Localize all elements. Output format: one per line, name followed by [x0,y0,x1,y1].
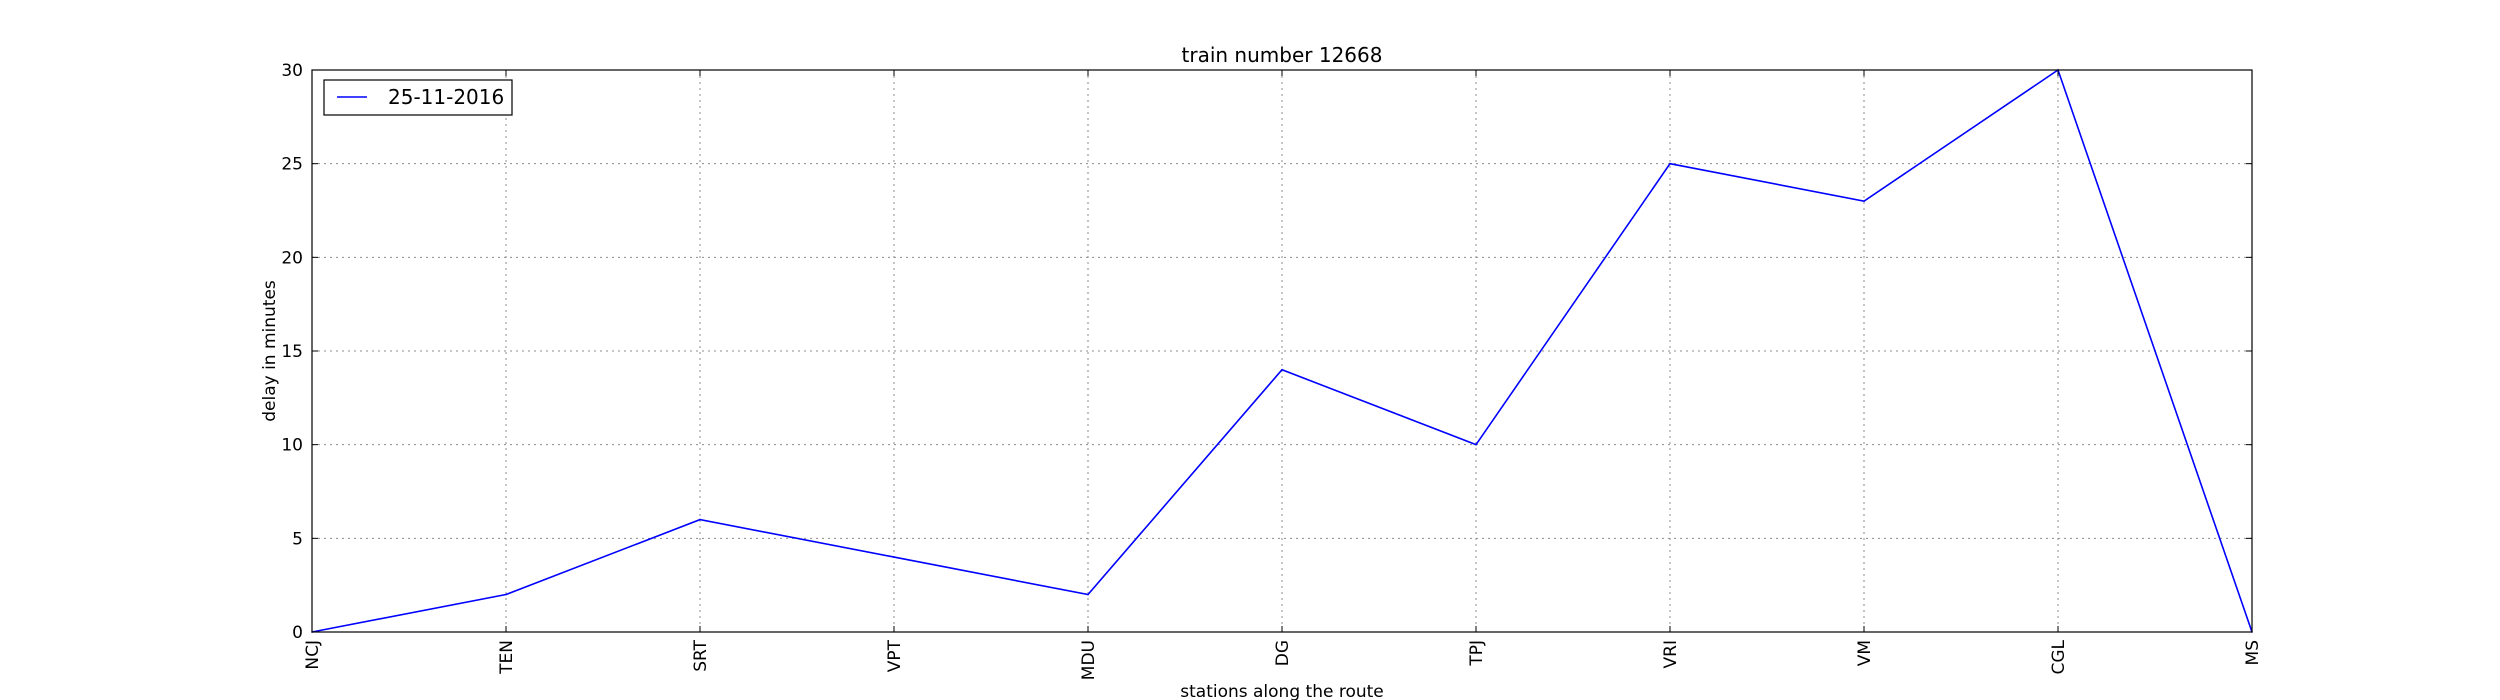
x-axis-ticks: NCJ TEN SRT VPT MDU DG TPJ VRI VM CGL MS [303,70,2263,680]
y-tick-label: 25 [281,155,303,175]
series-layer [311,68,2253,633]
y-axis-label: delay in minutes [260,280,280,422]
y-tick-label: 20 [281,248,303,268]
x-tick-label: DG [1273,640,1293,666]
y-tick-label: 5 [292,529,303,549]
x-tick-label: CGL [2049,639,2069,674]
x-tick-label: VM [1855,640,1875,666]
data-point [505,593,507,596]
y-tick-label: 0 [292,623,303,643]
x-tick-label: TEN [497,640,517,675]
data-point [1281,368,1283,371]
y-tick-label: 15 [281,342,303,362]
data-point [893,556,895,558]
y-tick-label: 30 [281,61,303,81]
y-axis-ticks: 0 5 10 15 20 25 30 [281,61,2252,643]
legend: 25-11-2016 [323,79,513,116]
x-tick-label: MDU [1079,640,1099,680]
x-tick-label: VRI [1661,640,1681,668]
data-point [699,518,701,521]
chart-title: train number 12668 [1182,43,1383,67]
x-tick-label: TPJ [1467,640,1487,667]
x-tick-label: VPT [885,639,905,672]
data-point [1475,443,1477,446]
x-axis-label: stations along the route [1180,682,1384,700]
y-tick-label: 10 [281,436,303,456]
x-tick-label: MS [2243,640,2263,665]
data-point [1863,200,1865,202]
grid [312,70,2252,632]
x-tick-label: NCJ [303,640,323,670]
data-point [1669,162,1671,165]
x-tick-label: SRT [691,639,711,671]
data-point [1087,593,1089,596]
legend-label: 25-11-2016 [388,85,504,109]
